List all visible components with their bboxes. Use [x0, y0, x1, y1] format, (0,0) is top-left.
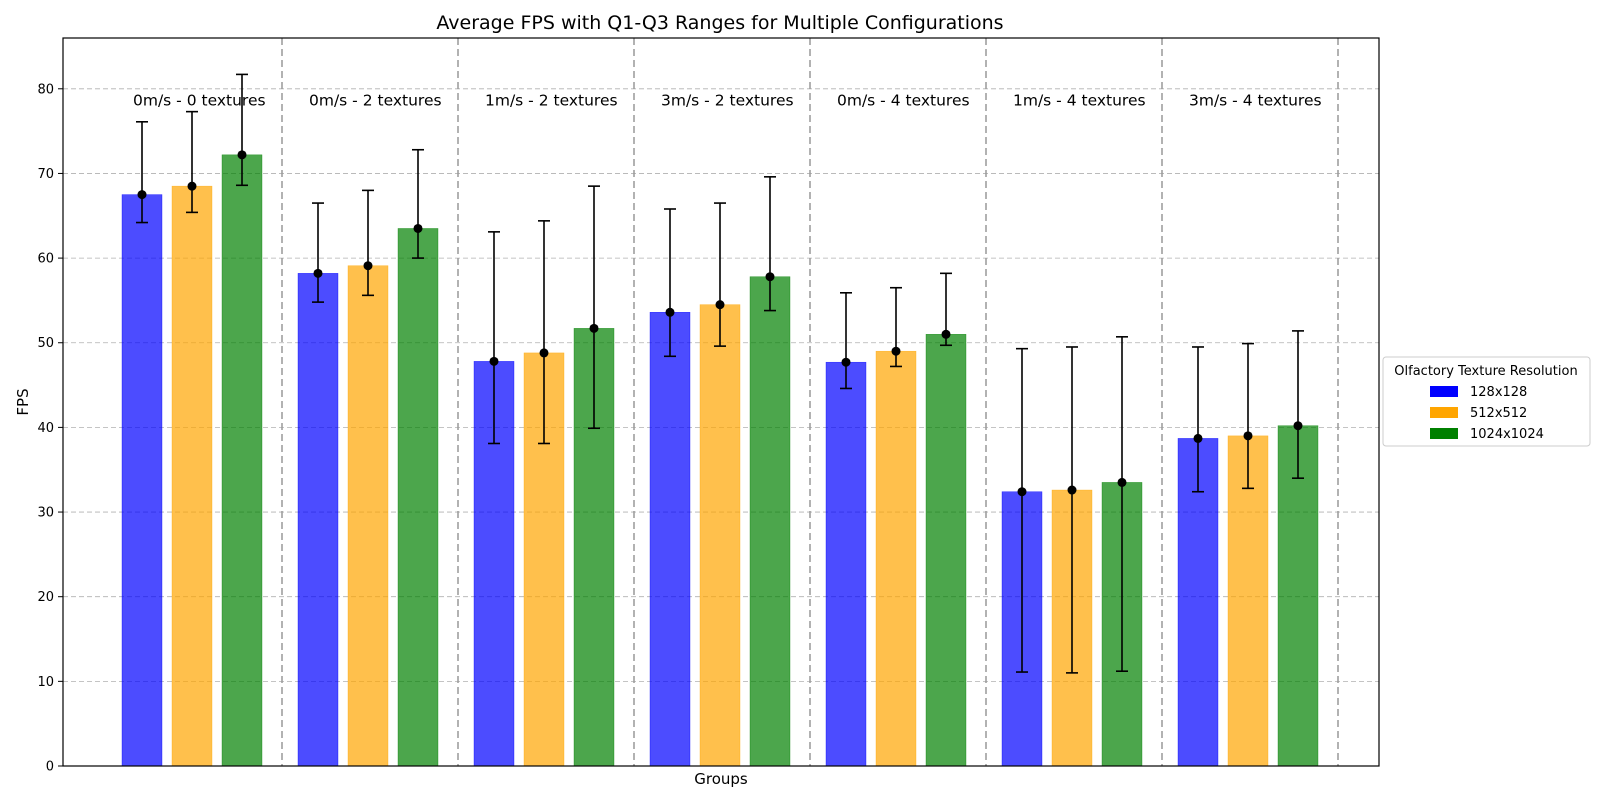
group-label: 3m/s - 2 textures: [661, 92, 794, 110]
group-label: 0m/s - 0 textures: [133, 92, 266, 110]
bar-1024x1024: [397, 228, 439, 767]
bar-512x512: [699, 304, 741, 767]
mean-marker: [941, 329, 951, 339]
group-separators: [281, 38, 1339, 766]
group-labels: 0m/s - 0 textures 0m/s - 2 textures 1m/s -…: [133, 92, 1322, 110]
y-tick-label: 0: [46, 760, 54, 775]
mean-marker: [313, 268, 323, 278]
mean-marker: [237, 150, 247, 160]
legend-title: Olfactory Texture Resolution: [1394, 364, 1577, 379]
y-axis-ticks: 0 10 20 30 40 50 60 70 80: [37, 82, 63, 775]
x-axis-label: Groups: [694, 770, 748, 788]
error-bars: [136, 73, 1304, 674]
legend-swatch: [1430, 407, 1458, 418]
mean-marker: [1193, 433, 1203, 443]
group-label: 3m/s - 4 textures: [1189, 92, 1322, 110]
mean-marker: [1243, 431, 1253, 441]
legend-label: 512x512: [1470, 406, 1527, 421]
mean-marker: [1117, 477, 1127, 487]
group-label: 1m/s - 4 textures: [1013, 92, 1146, 110]
y-tick-label: 70: [37, 167, 54, 182]
bar-1024x1024: [221, 154, 263, 767]
y-tick-label: 60: [37, 252, 54, 267]
mean-marker: [715, 300, 725, 310]
bar-1024x1024: [749, 276, 791, 767]
plot-frame: [62, 37, 1380, 767]
mean-marker: [187, 181, 197, 191]
group-label: 0m/s - 4 textures: [837, 92, 970, 110]
y-tick-label: 80: [37, 82, 54, 97]
bars: [121, 154, 1319, 767]
bar-512x512: [347, 265, 389, 767]
legend-box: [1382, 356, 1591, 447]
mean-marker: [765, 272, 775, 282]
y-tick-label: 10: [37, 675, 54, 690]
mean-marker: [489, 356, 499, 366]
bar-128x128: [121, 194, 163, 767]
bar-512x512: [171, 185, 213, 767]
mean-marker: [539, 348, 549, 358]
y-tick-label: 30: [37, 506, 54, 521]
chart-title: Average FPS with Q1-Q3 Ranges for Multip…: [436, 12, 1003, 34]
bar-128x128: [825, 361, 867, 767]
mean-marker: [665, 307, 675, 317]
y-axis-label: FPS: [14, 388, 32, 415]
legend-swatch: [1430, 386, 1458, 397]
mean-marker: [589, 323, 599, 333]
y-tick-label: 40: [37, 421, 54, 436]
mean-marker: [413, 223, 423, 233]
legend: Olfactory Texture Resolution 128x128 512x…: [1382, 356, 1591, 447]
mean-marker: [891, 346, 901, 356]
legend-label: 128x128: [1470, 385, 1527, 400]
bar-1024x1024: [1277, 425, 1319, 767]
y-tick-label: 20: [37, 590, 54, 605]
mean-marker: [1293, 421, 1303, 431]
bar-512x512: [1227, 435, 1269, 767]
mean-marker: [841, 357, 851, 367]
legend-swatch: [1430, 428, 1458, 439]
y-tick-label: 50: [37, 336, 54, 351]
bar-128x128: [297, 273, 339, 767]
mean-marker: [1017, 487, 1027, 497]
mean-marker: [363, 261, 373, 271]
bar-512x512: [875, 350, 917, 767]
legend-items: 128x128 512x512 1024x1024: [1430, 385, 1544, 442]
bar-128x128: [649, 312, 691, 767]
legend-label: 1024x1024: [1470, 427, 1544, 442]
group-label: 0m/s - 2 textures: [309, 92, 442, 110]
bar-1024x1024: [925, 334, 967, 767]
mean-marker: [137, 190, 147, 200]
mean-marker: [1067, 485, 1077, 495]
group-label: 1m/s - 2 textures: [485, 92, 618, 110]
bar-128x128: [1177, 438, 1219, 767]
